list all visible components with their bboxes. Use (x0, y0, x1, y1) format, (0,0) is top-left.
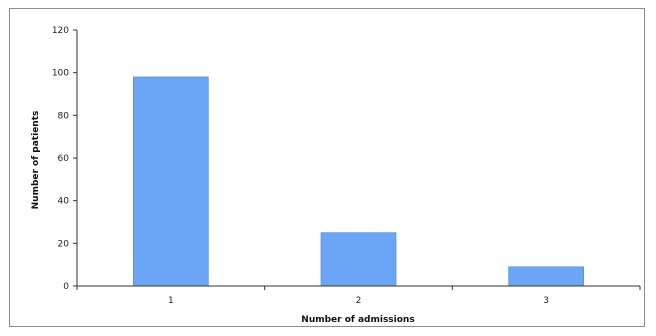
y-tick-label: 60 (58, 154, 70, 164)
x-axis-title: Number of admissions (301, 315, 414, 325)
bar-3 (508, 266, 584, 287)
bar-series (133, 76, 584, 287)
y-tick-label: 40 (58, 197, 70, 207)
y-axis-ticks: 0 20 40 60 80 100 120 (52, 26, 77, 292)
y-tick-label: 0 (63, 282, 69, 292)
x-axis-ticks: 1 2 3 (76, 286, 641, 306)
y-tick-label: 20 (58, 239, 70, 249)
x-tick-label: 3 (543, 296, 549, 306)
bar-1 (133, 76, 209, 287)
y-axis-title: Number of patients (31, 111, 41, 210)
y-tick-label: 100 (52, 69, 69, 79)
y-tick-label: 120 (52, 26, 69, 36)
y-tick-label: 80 (58, 111, 70, 121)
bar-2 (320, 232, 397, 287)
x-tick-label: 2 (356, 296, 362, 306)
x-tick-label: 1 (168, 296, 174, 306)
